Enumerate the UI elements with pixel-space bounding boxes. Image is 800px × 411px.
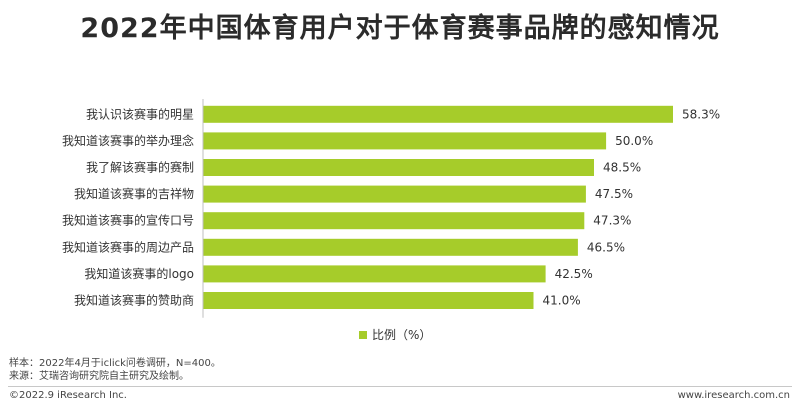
data-label: 50.0% [615, 134, 653, 148]
notes: 样本：2022年4月于iclick问卷调研，N=400。 来源：艾瑞咨询研究院自… [9, 357, 221, 383]
data-label: 48.5% [603, 161, 641, 175]
data-label: 42.5% [555, 267, 593, 281]
bar [203, 132, 607, 150]
legend-swatch [359, 331, 367, 339]
bar [203, 159, 594, 176]
category-label: 我知道该赛事的举办理念 [62, 133, 194, 148]
bar [203, 292, 534, 309]
chart-title: 2022年中国体育用户对于体育赛事品牌的感知情况 [80, 13, 720, 44]
data-label: 47.5% [595, 187, 633, 201]
category-label: 我知道该赛事的logo [84, 266, 194, 281]
category-label: 我了解该赛事的赛制 [86, 160, 194, 175]
category-label: 我认识该赛事的明星 [86, 106, 194, 121]
legend-label: 比例（%） [372, 328, 431, 342]
data-label: 58.3% [682, 107, 720, 121]
category-label: 我知道该赛事的赞助商 [74, 293, 194, 308]
bar [203, 238, 578, 256]
data-label: 46.5% [587, 240, 625, 254]
bar [203, 212, 585, 230]
data-label: 41.0% [543, 294, 581, 308]
footer-divider [8, 386, 792, 387]
bar-chart: 我认识该赛事的明星 58.3% 我知道该赛事的举办理念 50.0% 我了解该赛事的赛制 4… [62, 99, 720, 342]
data-label: 47.3% [593, 214, 631, 228]
category-label: 我知道该赛事的宣传口号 [62, 213, 194, 228]
bar [203, 105, 673, 123]
copyright: ©2022.9 iResearch Inc. [9, 390, 127, 401]
bar [203, 185, 586, 203]
sample-note: 样本：2022年4月于iclick问卷调研，N=400。 [9, 358, 221, 369]
category-label: 我知道该赛事的周边产品 [62, 239, 194, 254]
website: www.iresearch.com.cn [677, 390, 790, 401]
bar [203, 265, 546, 283]
category-label: 我知道该赛事的吉祥物 [74, 186, 194, 201]
source-note: 来源：艾瑞咨询研究院自主研究及绘制。 [9, 371, 189, 382]
